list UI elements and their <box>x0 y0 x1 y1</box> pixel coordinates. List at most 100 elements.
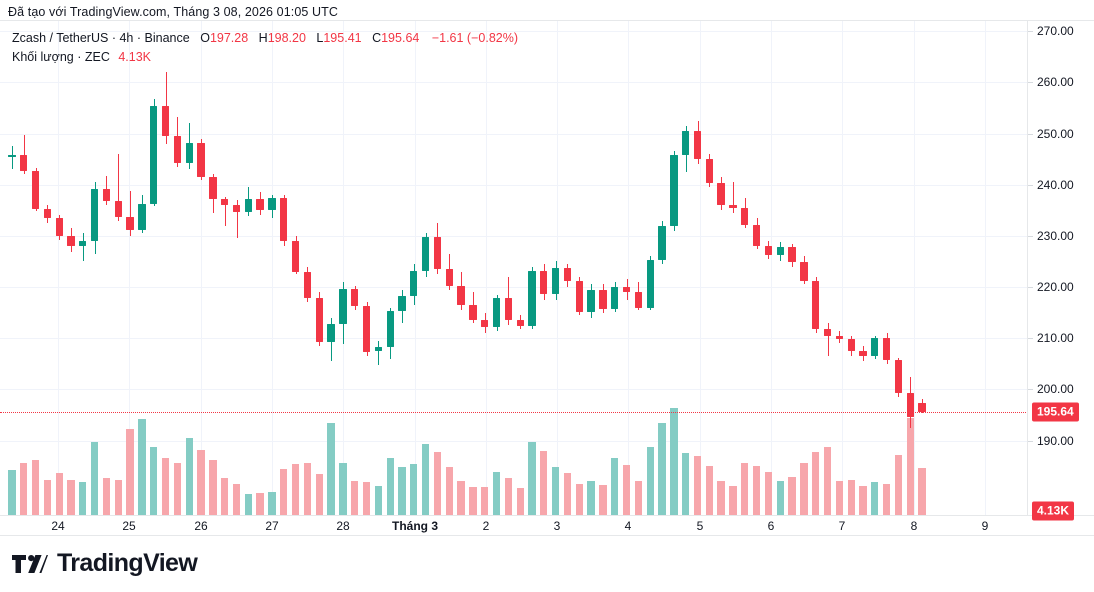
candle-body <box>611 287 619 309</box>
candle-body <box>894 359 903 394</box>
candle-body <box>646 260 654 308</box>
candle-body <box>540 271 548 295</box>
volume-bar <box>138 418 146 516</box>
candle-body <box>410 270 418 296</box>
candle-body <box>209 176 217 200</box>
volume-bar <box>421 444 430 516</box>
current-volume-badge[interactable]: 4.13K <box>1032 501 1075 521</box>
volume-bar <box>79 482 87 516</box>
price-axis-label: 270.00 <box>1037 24 1074 39</box>
volume-bar <box>504 477 513 516</box>
candle-body <box>705 159 713 184</box>
candle-body <box>291 241 300 272</box>
volume-bar <box>847 480 855 516</box>
candle-wick <box>12 146 13 170</box>
tradingview-wordmark: TradingView <box>57 549 198 577</box>
current-price-badge[interactable]: 195.64 <box>1032 402 1079 422</box>
volume-bar <box>351 481 359 516</box>
price-axis-tick <box>1028 338 1033 339</box>
candle-body <box>244 199 252 213</box>
candle-body <box>67 235 75 246</box>
volume-bar <box>682 453 690 516</box>
candle-body <box>256 199 264 211</box>
candle-body <box>575 280 583 312</box>
candle-body <box>847 339 855 351</box>
candle-body <box>823 329 832 336</box>
volume-bar <box>327 423 335 516</box>
candle-body <box>43 209 52 219</box>
gridline-horizontal <box>0 31 1027 32</box>
time-axis-label: 2 <box>482 519 490 533</box>
gridline-vertical <box>272 21 273 516</box>
candle-body <box>741 208 749 225</box>
candle-body <box>280 197 288 241</box>
volume-bar <box>812 452 820 516</box>
candle-body <box>457 286 465 306</box>
gridline-vertical <box>700 21 701 516</box>
gridline-vertical <box>771 21 772 516</box>
price-axis-label: 230.00 <box>1037 228 1074 243</box>
candle-body <box>835 335 843 340</box>
volume-bar <box>776 481 784 516</box>
price-axis-tick <box>1028 236 1033 237</box>
candle-body <box>906 393 914 417</box>
volume-bar <box>291 463 300 516</box>
tradingview-logo-icon <box>12 554 48 573</box>
volume-bar <box>575 483 583 516</box>
volume-bar <box>563 473 572 516</box>
candle-body <box>658 225 666 261</box>
price-axis[interactable]: 270.00 260.00 250.00 240.00 230.00 220.00 210.… <box>1028 21 1094 521</box>
caption-text: Đã tạo với TradingView.com, Tháng 3 08, … <box>8 5 338 19</box>
time-axis-label: 8 <box>910 519 918 533</box>
candle-body <box>599 289 607 309</box>
volume-bar <box>410 463 418 516</box>
gridline-horizontal <box>0 338 1027 339</box>
volume-bar <box>835 481 843 516</box>
time-axis-label: 25 <box>122 519 136 533</box>
time-axis[interactable]: 24 25 26 27 28 Tháng 3 2 3 4 5 6 7 8 9 <box>0 515 1094 535</box>
volume-bar <box>209 460 217 516</box>
volume-bar <box>918 468 926 516</box>
volume-bar <box>528 441 536 516</box>
volume-bar <box>882 483 891 516</box>
candle-body <box>729 205 737 209</box>
volume-bar <box>256 492 264 516</box>
volume-bar <box>587 481 595 516</box>
gridline-horizontal <box>0 236 1027 237</box>
candle-body <box>114 201 122 218</box>
candle-body <box>670 155 678 226</box>
chart-plot-area[interactable] <box>0 21 1028 516</box>
candle-body <box>717 183 725 206</box>
volume-bar <box>540 451 548 516</box>
volume-bar <box>705 466 713 516</box>
candle-body <box>504 298 513 321</box>
candle-body <box>918 403 926 412</box>
gridline-horizontal <box>0 287 1027 288</box>
candle-body <box>327 323 335 343</box>
candle-wick <box>225 197 226 226</box>
volume-bar <box>658 423 666 516</box>
volume-bar <box>800 462 808 516</box>
gridline-vertical <box>985 21 986 516</box>
time-axis-label: Tháng 3 <box>391 519 439 533</box>
price-axis-tick <box>1028 134 1033 135</box>
volume-bar <box>67 480 75 516</box>
candle-body <box>362 306 371 352</box>
price-axis-label: 220.00 <box>1037 280 1074 295</box>
volume-bar <box>693 455 702 516</box>
candle-body <box>386 310 394 348</box>
candle-body <box>634 292 643 308</box>
price-axis-label: 200.00 <box>1037 382 1074 397</box>
time-axis-label: 5 <box>696 519 704 533</box>
volume-bar <box>280 468 288 516</box>
price-axis-tick <box>1028 389 1033 390</box>
volume-bar <box>43 480 52 516</box>
volume-bar <box>339 462 347 516</box>
time-axis-label: 3 <box>553 519 561 533</box>
gridline-horizontal <box>0 185 1027 186</box>
volume-bar <box>752 466 761 516</box>
candle-body <box>421 236 430 271</box>
time-axis-label: 9 <box>981 519 989 533</box>
price-axis-tick <box>1028 82 1033 83</box>
gridline-vertical <box>628 21 629 516</box>
